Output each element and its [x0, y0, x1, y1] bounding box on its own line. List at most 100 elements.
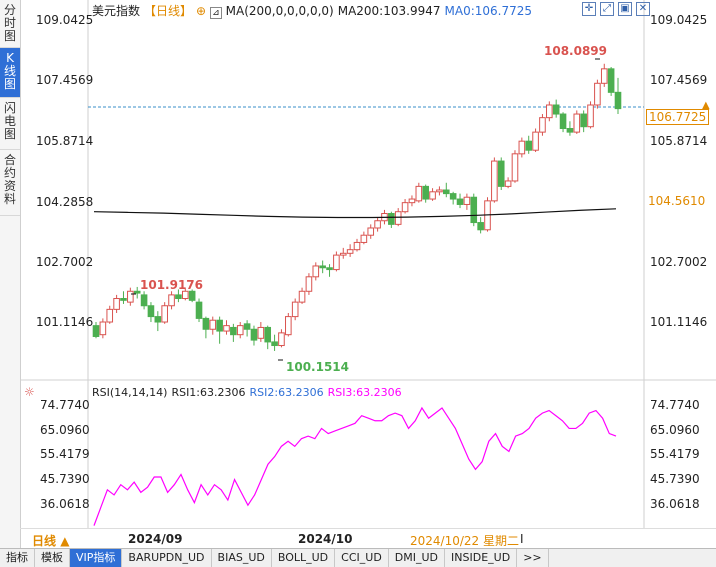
y-label-left: 109.0425: [36, 13, 94, 27]
candle-body: [504, 180, 512, 187]
candle-body: [291, 301, 299, 318]
period-label[interactable]: 【日线】: [144, 4, 193, 18]
ma-settings[interactable]: MA(200,0,0,0,0,0): [225, 4, 334, 18]
candle-body: [312, 265, 320, 278]
candle-body: [243, 323, 251, 330]
tab-indicators[interactable]: 指标: [0, 549, 35, 567]
candle-body: [216, 319, 223, 332]
candle-body: [202, 317, 210, 330]
last-price-tag: 106.7725: [646, 109, 710, 125]
rsi-label-left: 36.0618: [40, 497, 90, 511]
high-annotation: 108.0899: [544, 44, 608, 58]
expand-icon[interactable]: ⤢: [600, 2, 614, 16]
candle-body: [113, 298, 120, 310]
settings-icon[interactable]: ⊕: [196, 4, 207, 18]
candle-body: [285, 316, 292, 336]
candle-body: [580, 113, 587, 128]
candle-body: [257, 326, 265, 339]
time-label-sep: 2024/09: [128, 532, 183, 546]
candle-body: [367, 227, 375, 236]
candle-body: [140, 294, 148, 307]
candle-body: [456, 198, 464, 205]
time-label-oct: 2024/10: [298, 532, 353, 546]
rsi2-value: RSI2:63.2306: [249, 386, 324, 399]
candle-body: [511, 153, 519, 182]
candle-body: [436, 189, 443, 193]
candle-body: [168, 294, 175, 307]
tab-vip-indicators[interactable]: VIP指标: [70, 549, 123, 567]
candle-body: [106, 308, 114, 323]
y-label-right: 102.7002: [650, 255, 708, 269]
tab-more[interactable]: >>: [517, 549, 549, 567]
candle-body: [326, 267, 333, 271]
rsi-label-left: 45.7390: [40, 472, 90, 486]
candle-body: [388, 213, 395, 225]
rsi-name[interactable]: RSI(14,14,14): [92, 386, 168, 399]
candle-body: [133, 290, 141, 294]
candle-body: [546, 104, 553, 119]
candle-body: [374, 220, 381, 229]
candle-body: [463, 196, 471, 205]
local-high-annotation: 101.9176: [140, 278, 204, 292]
y-label-left: 101.1146: [36, 315, 94, 329]
candle-body: [422, 185, 429, 200]
candle-body: [175, 294, 182, 300]
symbol-name: 美元指数: [92, 4, 141, 18]
y-label-left: 104.2858: [36, 195, 94, 209]
indicator-tabs: 指标 模板 VIP指标 BARUPDN_UD BIAS_UD BOLL_UD C…: [0, 548, 716, 567]
low-annotation: 100.1514: [286, 360, 350, 374]
candle-body: [394, 211, 402, 225]
y-label-left: 107.4569: [36, 73, 94, 87]
tab-inside[interactable]: INSIDE_UD: [445, 549, 518, 567]
tab-boll[interactable]: BOLL_UD: [272, 549, 336, 567]
price-arrow-icon: ▲: [702, 100, 710, 111]
candle-body: [264, 326, 272, 343]
candle-body: [127, 290, 134, 303]
close-icon[interactable]: ✕: [636, 2, 650, 16]
kline-chart[interactable]: [0, 0, 716, 548]
candle-body: [573, 113, 581, 133]
candle-body: [230, 326, 237, 336]
tab-bias[interactable]: BIAS_UD: [212, 549, 272, 567]
ma0-value: MA0:106.7725: [444, 4, 533, 18]
tab-dmi[interactable]: DMI_UD: [389, 549, 446, 567]
candle-body: [491, 160, 498, 202]
side-tab-timeshare[interactable]: 分时图: [0, 0, 20, 48]
cursor-date: 2024/10/22 星期二: [410, 534, 519, 548]
candle-body: [594, 82, 601, 106]
side-tab-contract-info[interactable]: 合约资料: [0, 150, 20, 216]
candle-body: [333, 254, 340, 271]
candle-body: [99, 321, 107, 336]
candle-body: [552, 104, 560, 115]
chart-type-icon[interactable]: ⊿: [210, 7, 222, 19]
indicator-settings-icon[interactable]: ☼: [24, 385, 35, 399]
candle-body: [401, 202, 409, 213]
tab-barupdn[interactable]: BARUPDN_UD: [122, 549, 212, 567]
candle-body: [559, 113, 567, 130]
fullscreen-icon[interactable]: ▣: [618, 2, 632, 16]
rsi-label-left: 74.7740: [40, 398, 90, 412]
candle-body: [470, 196, 478, 224]
rsi-label-right: 65.0960: [650, 423, 700, 437]
candle-body: [587, 104, 594, 128]
tab-templates[interactable]: 模板: [35, 549, 70, 567]
candle-body: [209, 319, 217, 330]
candle-body: [442, 189, 450, 195]
period-selector[interactable]: 日线 ▲: [32, 534, 70, 548]
candle-body: [92, 325, 100, 337]
tab-cci[interactable]: CCI_UD: [335, 549, 389, 567]
y-label-right: 109.0425: [650, 13, 708, 27]
candle-body: [188, 290, 196, 301]
side-tab-flash[interactable]: 闪电图: [0, 98, 20, 150]
side-tab-timeshare-label: 分时图: [3, 3, 16, 43]
rsi3-value: RSI3:63.2306: [327, 386, 402, 399]
ma200-price-tag: 104.5610: [648, 194, 706, 208]
rsi-label-right: 45.7390: [650, 472, 700, 486]
candle-body: [614, 91, 622, 110]
candle-body: [305, 276, 313, 292]
candle-body: [278, 332, 285, 347]
crosshair-icon[interactable]: ✛: [582, 2, 596, 16]
candle-body: [600, 68, 608, 84]
